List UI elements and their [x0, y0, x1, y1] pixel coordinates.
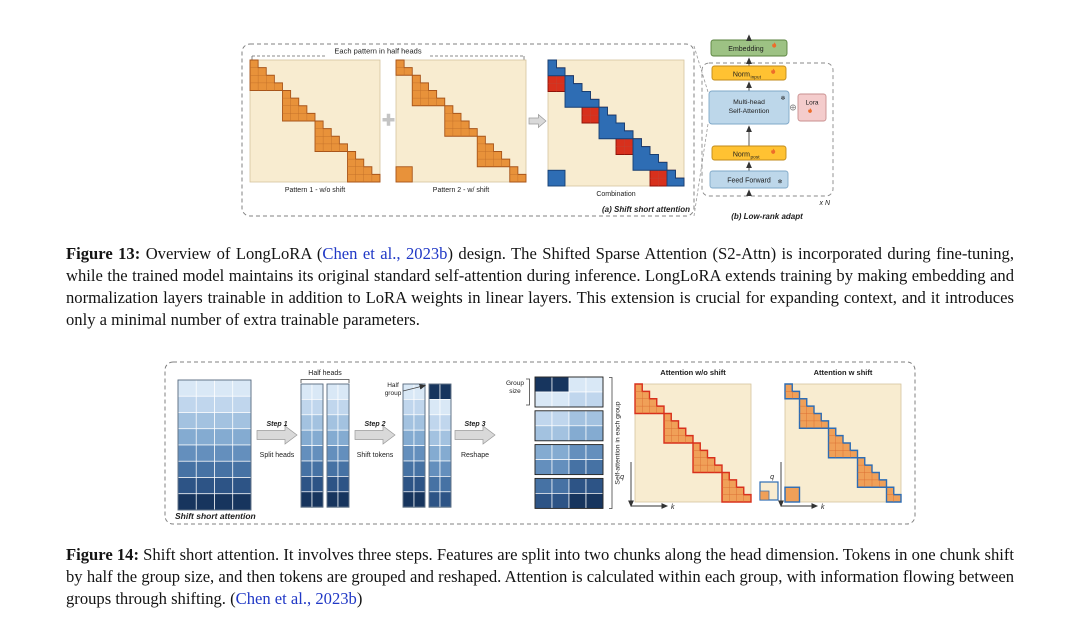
group-attention-bracket — [608, 377, 612, 510]
combination-label: Combination — [596, 191, 635, 198]
figure14-citation-link[interactable]: Chen et al., 2023b — [235, 589, 357, 609]
pattern1-matrix — [249, 59, 380, 183]
combination-matrix — [547, 59, 684, 187]
figure14-caption-text-2: ) — [356, 589, 363, 609]
k-axis-label: k — [671, 504, 675, 511]
figure13-citation-link[interactable]: Chen et al., 2023b — [322, 244, 448, 263]
norm-input-box — [711, 65, 786, 81]
k-axis-label: k — [821, 504, 825, 511]
attention-w-shift-label: Attention w shift — [813, 368, 872, 377]
step3-label: Step 3 — [464, 421, 485, 428]
zoom-connector-top — [693, 45, 708, 93]
figure13-graphic: Each pattern in half heads Pattern 1 - w… — [241, 34, 833, 221]
pattern2-label: Pattern 2 - w/ shift — [432, 187, 488, 194]
repeat-n-label: x N — [818, 200, 830, 207]
figure13-caption-text-1: Overview of LongLoRA ( — [140, 244, 323, 263]
group-size-label-line1: Group — [505, 380, 523, 387]
pattern2-matrix — [395, 59, 526, 183]
half-heads-bracket — [300, 379, 349, 384]
figure14-dashed-box — [164, 361, 915, 525]
svg-text:❄: ❄ — [780, 95, 785, 102]
figure13-image: Each pattern in half heads Pattern 1 - w… — [0, 0, 1080, 226]
figure13b-sublabel: (b) Low-rank adapt — [731, 212, 803, 221]
q-axis-label: q — [620, 474, 624, 481]
step-arrows — [256, 425, 496, 445]
shift-short-attention-title: Shift short attention — [175, 511, 256, 521]
pattern1-label: Pattern 1 - w/o shift — [284, 187, 344, 194]
attention-wo-shift-pattern — [633, 383, 752, 503]
step2-label: Step 2 — [364, 421, 385, 428]
norm-input-label: Norm — [732, 72, 749, 79]
group-size-label-line2: size — [509, 388, 521, 395]
step1-label: Step 1 — [266, 421, 287, 428]
norm-post-label: Norm — [732, 152, 749, 159]
svg-text:❄: ❄ — [777, 179, 782, 186]
figure14-image: Shift short attention Half heads Step 1 … — [0, 331, 1080, 530]
norm-post-subscript: post — [750, 155, 760, 161]
mhsa-box — [708, 90, 789, 125]
group-attention-label: Self-attention in each group — [614, 401, 621, 484]
attention-wo-shift-label: Attention w/o shift — [660, 368, 726, 377]
figure14-caption-label: Figure 14: — [66, 545, 139, 565]
figure13-caption-text-2: ) design. The Shifted Sparse Attention (… — [66, 244, 1014, 330]
q-axis-label: q — [770, 474, 774, 481]
step1-sublabel: Split heads — [259, 452, 294, 459]
lora-label: Lora — [805, 100, 818, 107]
step2-sublabel: Shift tokens — [356, 452, 393, 459]
figure13-caption-label: Figure 13: — [66, 244, 141, 263]
mhsa-label-line2: Self-Attention — [728, 108, 769, 115]
feature-matrices — [177, 376, 603, 511]
lora-box — [797, 93, 826, 122]
half-group-pointer — [402, 384, 426, 392]
figure14-caption: Figure 14: Shift short attention. It inv… — [66, 544, 1014, 610]
shift-attention-dashed-box — [241, 43, 694, 217]
figure14-caption-text-1: Shift short attention. It involves three… — [66, 545, 1014, 609]
figure13-caption: Figure 13: Overview of LongLoRA (Chen et… — [66, 243, 1014, 331]
half-heads-note: Each pattern in half heads — [334, 47, 421, 56]
norm-post-box — [711, 145, 786, 161]
decoder-layer-dashed-box — [701, 62, 833, 197]
figure13a-sublabel: (a) Shift short attention — [602, 205, 690, 214]
embedding-label: Embedding — [728, 46, 764, 53]
trainable-frozen-icons: ❄❄ — [770, 42, 812, 186]
half-heads-label: Half heads — [308, 370, 342, 377]
half-group-label-line2: group — [384, 390, 401, 397]
combine-symbols — [382, 113, 547, 129]
zoom-connector-bottom — [693, 123, 708, 217]
feed-forward-box — [709, 170, 788, 189]
mhsa-label-line1: Multi-head — [733, 99, 765, 106]
norm-input-subscript: input — [750, 75, 761, 81]
group-size-bracket — [525, 378, 530, 406]
attention-w-shift-pattern — [758, 383, 902, 503]
figure14-graphic: Shift short attention Half heads Step 1 … — [164, 361, 915, 525]
step3-sublabel: Reshape — [460, 452, 488, 459]
feed-forward-label: Feed Forward — [727, 178, 771, 185]
half-group-label-line1: Half — [387, 382, 399, 389]
